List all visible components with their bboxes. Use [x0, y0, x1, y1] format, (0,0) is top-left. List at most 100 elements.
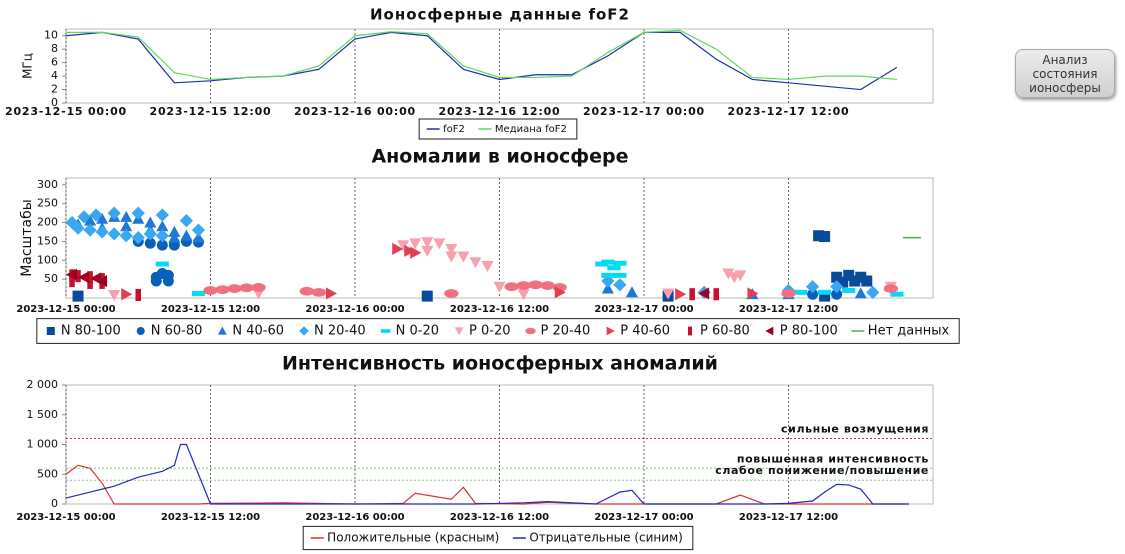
x-tick-label: 2023-12-15 00:00	[16, 304, 115, 315]
scatter-point	[83, 223, 97, 237]
scatter-point	[131, 206, 145, 220]
legend-label: Нет данных	[868, 324, 950, 339]
scatter-point	[713, 288, 719, 301]
legend-marker	[688, 326, 693, 336]
legend-marker	[525, 327, 536, 335]
legend-label: P 60-80	[700, 324, 750, 339]
legend-label: N 0-20	[396, 324, 439, 339]
legend: foF2 Медиана foF2	[426, 124, 567, 135]
legend-marker	[217, 326, 227, 335]
scatter-point	[890, 291, 904, 297]
x-tick-label: 2023-12-17 00:00	[594, 304, 693, 315]
legend-label: P 0-20	[469, 324, 510, 339]
scatter-point	[227, 284, 242, 293]
scatter-point	[96, 212, 109, 224]
legend-marker	[454, 327, 464, 336]
scatter-point	[71, 221, 85, 235]
scatter-point	[481, 260, 494, 272]
legend-label: N 80-100	[61, 324, 121, 339]
scatter-point	[747, 287, 759, 300]
scatter-point	[409, 238, 422, 250]
legend-label: Положительные (красным)	[327, 531, 499, 545]
threshold-label: сильные возмущения	[781, 423, 929, 436]
scatter-point	[135, 288, 141, 302]
legend-label: N 60-80	[151, 324, 203, 339]
legend-label: P 40-60	[620, 324, 670, 339]
x-tick-label: 2023-12-16 12:00	[438, 105, 560, 118]
y-tick-label: 50	[44, 272, 58, 285]
scatter-point	[121, 288, 133, 301]
scatter-point	[108, 290, 121, 302]
series-line	[65, 31, 898, 91]
scatter-point	[837, 276, 849, 288]
y-tick-label: 300	[37, 178, 58, 191]
x-tick-label: 2023-12-15 00:00	[16, 512, 115, 523]
scatter-point	[675, 288, 687, 301]
scatter-point	[251, 283, 266, 292]
x-tick-label: 2023-12-17 12:00	[727, 105, 849, 118]
x-tick-label: 2023-12-16 12:00	[450, 512, 549, 523]
y-tick-label: 200	[37, 216, 58, 229]
legend-label: P 80-100	[780, 324, 838, 339]
x-tick-label: 2023-12-16 12:00	[450, 304, 549, 315]
scatter-point	[168, 225, 181, 237]
y-tick-label: 10	[44, 29, 58, 42]
legend-label: N 20-40	[314, 324, 366, 339]
x-tick-label: 2023-12-17 12:00	[739, 512, 838, 523]
scatter-point	[84, 214, 97, 226]
scatter-point	[805, 280, 820, 294]
chart-title: Аномалии в ионосфере	[371, 146, 628, 168]
x-tick-label: 2023-12-15 12:00	[149, 105, 271, 118]
scatter-point	[613, 260, 627, 266]
scatter-point	[421, 245, 434, 257]
legend: Положительные (красным) Отрицательные (си…	[310, 531, 683, 545]
chart-title: Интенсивность ионосферных аномалий	[282, 353, 718, 375]
scatter-point	[528, 280, 543, 290]
scatter-point	[203, 286, 218, 295]
series-line	[65, 464, 909, 505]
scatter-point	[155, 208, 169, 222]
y-tick-label: 1 500	[27, 408, 59, 421]
scatter-point	[180, 229, 193, 241]
scatter-point	[830, 280, 844, 294]
scatter-point	[689, 288, 695, 301]
y-tick-label: 150	[37, 234, 58, 247]
scatter-point	[77, 210, 91, 224]
x-tick-label: 2023-12-15 00:00	[5, 105, 127, 118]
x-tick-label: 2023-12-16 00:00	[294, 105, 416, 118]
scatter-point	[866, 285, 880, 299]
scatter-point	[179, 214, 194, 228]
scatter-point	[625, 286, 639, 298]
scatter-point	[607, 265, 621, 271]
scatter-point	[883, 284, 899, 293]
scatter-point	[819, 230, 831, 242]
scatter-point	[156, 239, 168, 251]
scatter-point	[168, 231, 181, 243]
legend-marker	[299, 326, 309, 336]
scatter-point	[819, 290, 831, 302]
scatter-point	[445, 251, 458, 263]
scatter-point	[861, 275, 873, 287]
scatter-point	[613, 278, 627, 292]
scatter-point	[698, 287, 710, 300]
analysis-button[interactable]: Анализ состояния ионосферы	[1015, 49, 1115, 98]
scatter-point	[613, 272, 627, 278]
scatter-point	[89, 208, 103, 222]
scatter-point	[192, 231, 205, 243]
scatter-point	[504, 282, 519, 292]
scatter-point	[818, 289, 832, 295]
x-tick-label: 2023-12-16 00:00	[305, 304, 404, 315]
legend-marker	[765, 326, 774, 336]
scatter-point	[239, 283, 254, 293]
scatter-point	[843, 269, 855, 281]
scatter-point	[793, 289, 808, 295]
y-tick-label: 4	[51, 69, 58, 82]
legend-marker	[380, 329, 391, 333]
y-axis-label: Масштабы	[19, 199, 35, 277]
scatter-point	[69, 274, 75, 288]
threshold-label: слабое понижение/повышение	[715, 464, 929, 477]
x-tick-label: 2023-12-15 12:00	[161, 304, 260, 315]
y-tick-label: 1 000	[27, 438, 59, 451]
scatter-point	[144, 237, 156, 249]
